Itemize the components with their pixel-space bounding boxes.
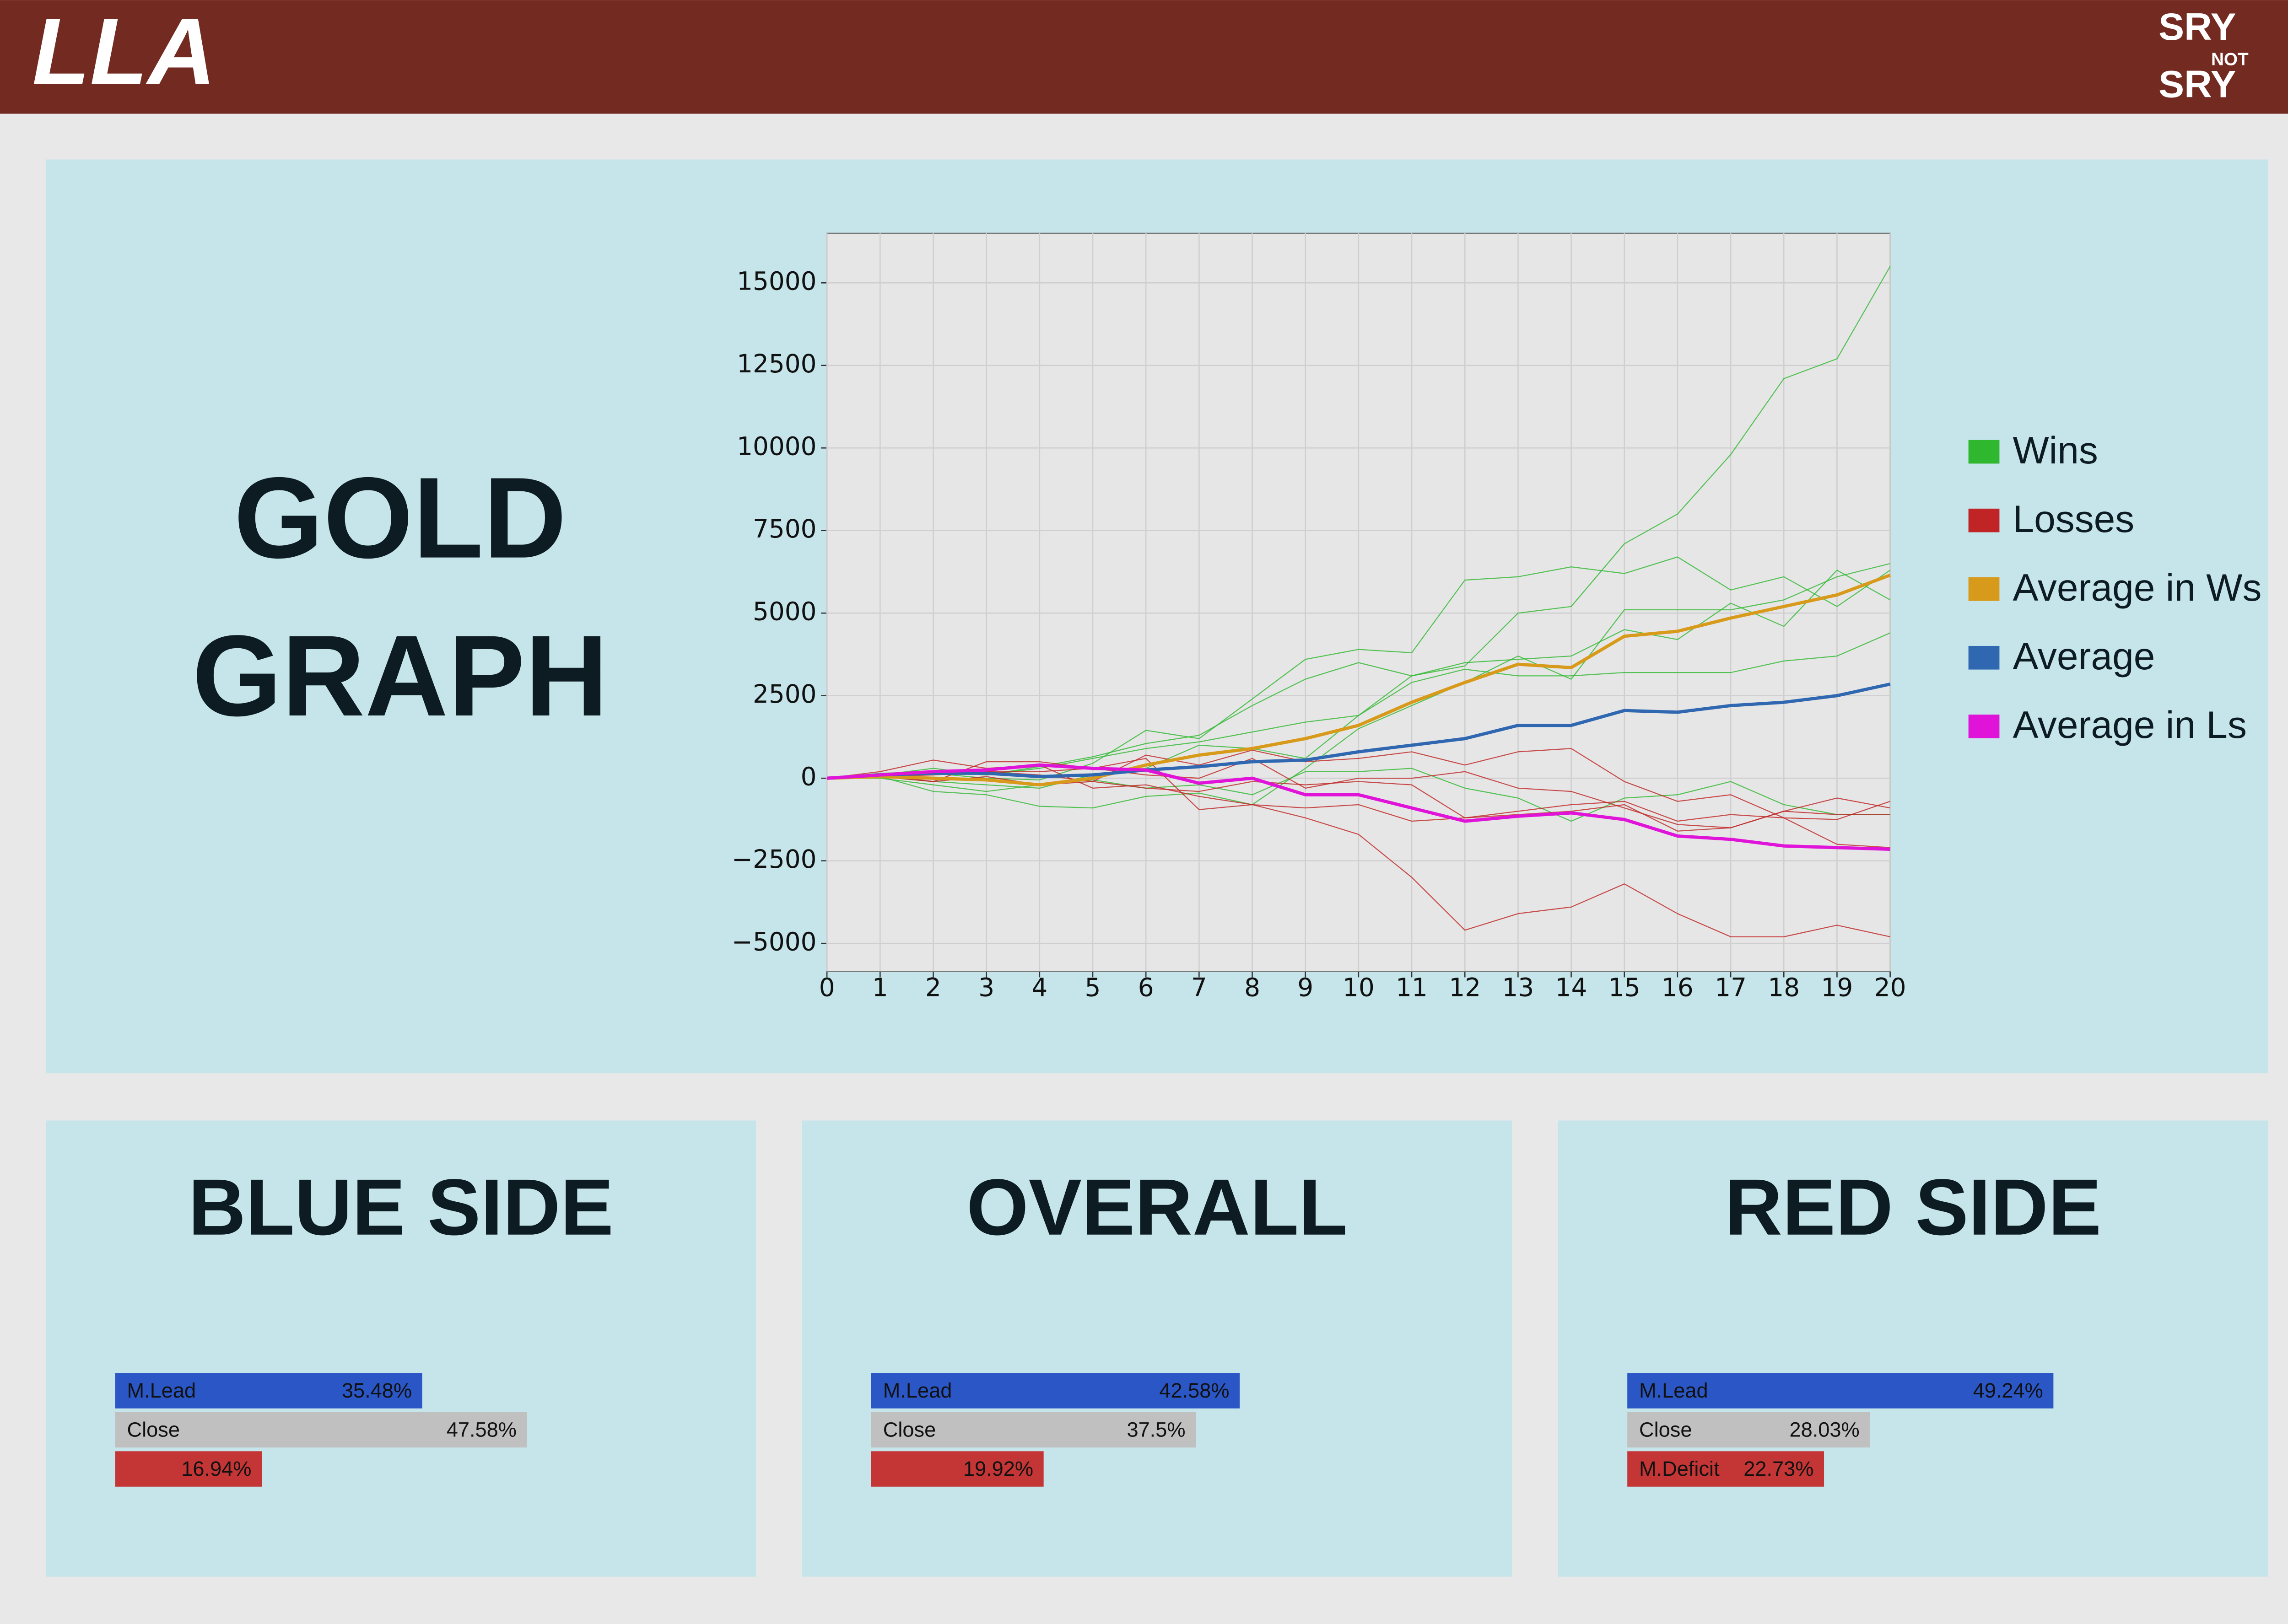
x-tick-label: 5: [1085, 973, 1101, 1002]
bar: [1627, 1412, 1870, 1448]
x-tick-label: 6: [1138, 973, 1154, 1002]
x-tick-label: 17: [1715, 973, 1747, 1002]
series-line: [827, 556, 1891, 780]
bar-value-label: 47.58%: [447, 1418, 517, 1441]
bar-category: M.Lead: [1639, 1379, 1708, 1402]
y-tick-label: 5000: [753, 597, 817, 626]
legend-swatch: [1968, 440, 2000, 464]
x-tick-label: 20: [1874, 973, 1906, 1002]
bar-value-label: 49.24%: [1973, 1379, 2043, 1402]
series-line: [827, 758, 1890, 937]
bar: [1627, 1451, 1824, 1487]
y-tick-label: 15000: [737, 266, 816, 296]
series-line: [827, 748, 1890, 820]
y-tick-label: −2500: [732, 844, 817, 874]
right-logo-line: NOT: [2211, 50, 2249, 70]
bar: [115, 1412, 527, 1448]
legend-swatch: [1968, 577, 2000, 601]
series-line: [827, 266, 1891, 779]
x-tick-label: 12: [1449, 973, 1481, 1002]
legend-swatch: [1968, 508, 2000, 532]
bar-value-label: 37.5%: [1127, 1418, 1185, 1441]
bar-value-label: 16.94%: [181, 1457, 251, 1480]
bar: [115, 1451, 262, 1487]
left-logo: LLA: [32, 0, 216, 104]
bar-category: Close: [883, 1418, 936, 1441]
bar-category: M.Lead: [127, 1379, 196, 1402]
series-line: [826, 763, 1890, 851]
legend-swatch: [1968, 715, 2000, 738]
x-tick-label: 15: [1608, 973, 1640, 1002]
x-tick-label: 0: [819, 973, 835, 1002]
stat-panel: [1558, 1120, 2268, 1577]
series-line: [827, 573, 1891, 787]
y-tick-label: 2500: [753, 679, 817, 709]
x-tick-label: 11: [1396, 973, 1428, 1002]
legend-label: Losses: [2013, 497, 2134, 540]
header-bar: [0, 0, 2288, 114]
series-line: [827, 776, 1890, 848]
x-tick-label: 14: [1555, 973, 1587, 1002]
x-tick-label: 4: [1031, 973, 1047, 1002]
series-line: [827, 758, 1890, 828]
bar-category: M.Lead: [883, 1379, 952, 1402]
bar-value-label: 22.73%: [1743, 1457, 1813, 1480]
bar-category: M.Deficit: [1639, 1457, 1720, 1480]
stat-panel: [46, 1120, 756, 1577]
bar: [115, 1373, 422, 1409]
legend-swatch: [1968, 645, 2000, 670]
bar: [871, 1451, 1044, 1487]
graph-title: GRAPH: [192, 612, 608, 740]
graph-title: GOLD: [234, 454, 567, 582]
series-line: [827, 768, 1890, 822]
stat-panel: [802, 1120, 1512, 1577]
series-line: [826, 682, 1891, 780]
y-tick-label: 7500: [753, 514, 817, 543]
x-tick-label: 18: [1768, 973, 1800, 1002]
y-tick-label: 0: [801, 762, 817, 791]
panel-title: RED SIDE: [1725, 1162, 2101, 1252]
x-tick-label: 1: [872, 973, 888, 1002]
panel-title: OVERALL: [966, 1162, 1348, 1252]
panel-title: BLUE SIDE: [188, 1162, 613, 1252]
right-logo-line: SRY: [2158, 63, 2236, 106]
y-tick-label: 10000: [737, 431, 816, 461]
bar-value-label: 19.92%: [963, 1457, 1033, 1480]
x-tick-label: 13: [1502, 973, 1534, 1002]
bar-category: Close: [1639, 1418, 1692, 1441]
bar: [871, 1373, 1240, 1409]
x-tick-label: 9: [1297, 973, 1313, 1002]
x-tick-label: 7: [1191, 973, 1207, 1002]
bar-category: Close: [127, 1418, 180, 1441]
legend-label: Average in Ws: [2013, 566, 2261, 609]
x-tick-label: 19: [1821, 973, 1853, 1002]
bar: [871, 1412, 1196, 1448]
x-tick-label: 16: [1662, 973, 1694, 1002]
x-tick-label: 3: [978, 973, 994, 1002]
right-logo-line: SRY: [2158, 5, 2236, 48]
legend-label: Wins: [2013, 429, 2098, 472]
x-tick-label: 2: [925, 973, 941, 1002]
bar: [1627, 1373, 2054, 1409]
x-tick-label: 8: [1244, 973, 1260, 1002]
bar-value-label: 28.03%: [1790, 1418, 1860, 1441]
bar-value-label: 42.58%: [1159, 1379, 1229, 1402]
bar-value-label: 35.48%: [342, 1379, 412, 1402]
x-tick-label: 10: [1343, 973, 1375, 1002]
y-tick-label: 12500: [737, 349, 816, 378]
series-line: [827, 563, 1890, 809]
legend-label: Average in Ls: [2013, 703, 2246, 746]
legend-label: Average: [2013, 635, 2155, 678]
y-tick-label: −5000: [732, 927, 817, 956]
